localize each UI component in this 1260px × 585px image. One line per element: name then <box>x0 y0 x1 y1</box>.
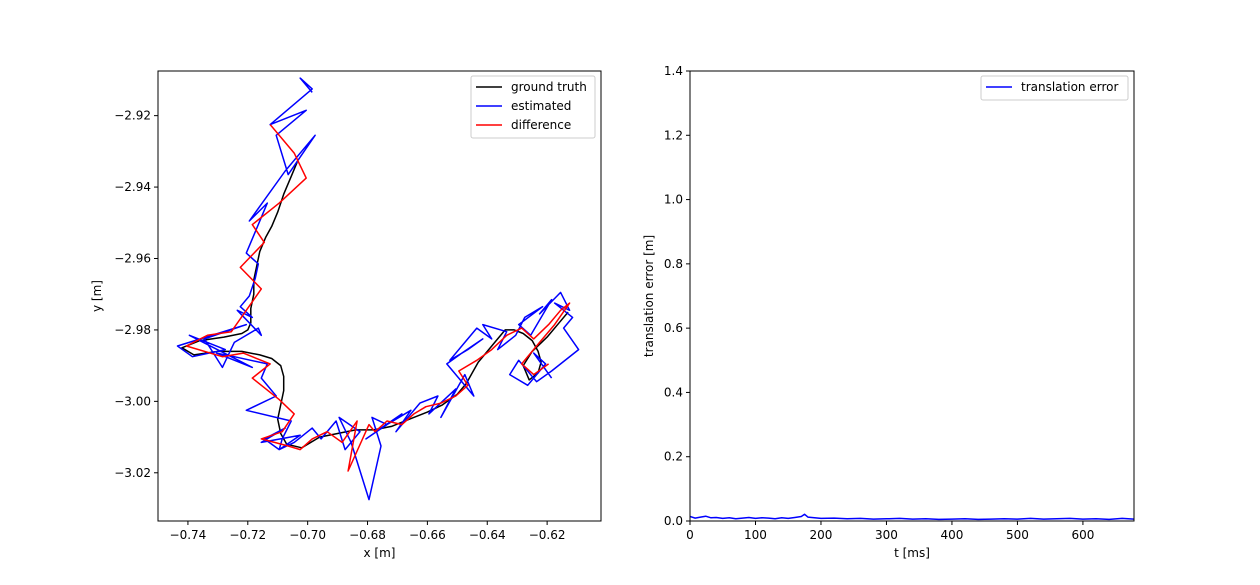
x-tick-label: −0.68 <box>349 528 386 542</box>
x-tick-label: −0.70 <box>289 528 326 542</box>
y-tick-label: 1.4 <box>664 64 683 78</box>
y-axis-ticks-left: −2.92 −2.94 −2.96 −2.98 −3.00 −3.02 <box>114 109 158 480</box>
y-tick-label: 0.6 <box>664 321 683 335</box>
legend-right: translation error <box>980 75 1129 101</box>
trajectory-series <box>176 77 580 501</box>
legend-label-estimated: estimated <box>511 99 571 113</box>
y-tick-label: 0.4 <box>664 385 683 399</box>
legend-box-right <box>980 75 1129 101</box>
translation-error-series <box>690 513 1134 521</box>
y-tick-label: 0.8 <box>664 257 683 271</box>
y-axis-ticks-right: 0.0 0.2 0.4 0.6 0.8 1.0 1.2 1.4 <box>664 64 690 528</box>
plot-frame-left <box>157 70 602 522</box>
x-tick-label: 0 <box>686 528 694 542</box>
series-line-ground-truth <box>181 161 569 449</box>
x-tick-label: 500 <box>1006 528 1029 542</box>
series-line-difference <box>185 124 571 472</box>
x-axis-label-left: x [m] <box>364 546 396 560</box>
y-tick-label: 1.0 <box>664 193 683 207</box>
y-tick-label: −3.00 <box>114 394 151 408</box>
x-tick-label: −0.74 <box>170 528 207 542</box>
y-tick-label: −2.98 <box>114 323 151 337</box>
x-tick-label: −0.66 <box>409 528 446 542</box>
x-tick-label: −0.62 <box>529 528 566 542</box>
x-tick-label: 300 <box>875 528 898 542</box>
legend-label-translation-error: translation error <box>1021 80 1118 94</box>
legend-label-ground-truth: ground truth <box>511 80 587 94</box>
y-tick-label: −2.94 <box>114 180 151 194</box>
x-tick-label: −0.72 <box>229 528 266 542</box>
plot-frame-right <box>689 70 1135 522</box>
y-tick-label: 0.2 <box>664 450 683 464</box>
legend-box-left <box>470 75 596 139</box>
series-line-estimated <box>176 77 580 501</box>
y-tick-label: −2.92 <box>114 109 151 123</box>
x-axis-label-right: t [ms] <box>894 546 930 560</box>
y-tick-label: −3.02 <box>114 466 151 480</box>
legend-left: ground truth estimated difference <box>470 75 596 139</box>
x-tick-label: −0.64 <box>469 528 506 542</box>
series-line-translation-error <box>690 513 1134 521</box>
x-tick-label: 400 <box>940 528 963 542</box>
x-tick-label: 200 <box>810 528 833 542</box>
y-tick-label: 0.0 <box>664 514 683 528</box>
y-axis-label-left: y [m] <box>90 280 104 312</box>
x-tick-label: 600 <box>1071 528 1094 542</box>
y-tick-label: 1.2 <box>664 128 683 142</box>
y-axis-label-right: translation error [m] <box>642 235 656 357</box>
legend-label-difference: difference <box>511 118 571 132</box>
x-tick-label: 100 <box>744 528 767 542</box>
y-tick-label: −2.96 <box>114 252 151 266</box>
x-axis-ticks-right: 0 100 200 300 400 500 600 <box>686 521 1094 542</box>
x-axis-ticks-left: −0.74 −0.72 −0.70 −0.68 −0.66 −0.64 −0.62 <box>170 521 566 542</box>
trajectory-plot: −0.74 −0.72 −0.70 −0.68 −0.66 −0.64 −0.62 −2.9… <box>90 70 602 560</box>
translation-error-plot: 0 100 200 300 400 500 600 0.0 0.2 0.4 0.6 0.8 1.0 1.… <box>642 64 1135 560</box>
